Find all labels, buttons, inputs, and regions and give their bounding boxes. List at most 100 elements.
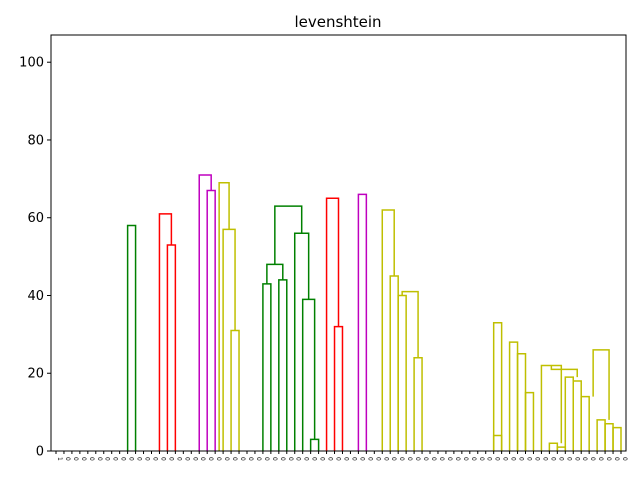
dendrogram-link [357,193,368,451]
dendrogram-link [592,349,610,420]
leaf-label: 0 [287,457,294,461]
dendrogram-link [572,380,582,451]
leaf-label: 0 [183,457,190,461]
leaf-label: 0 [207,457,214,461]
leaf-label: 0 [406,457,413,461]
leaf-label: 0 [255,457,262,461]
dendrogram-link [508,341,519,451]
dendrogram-link [516,353,527,451]
leaf-label: 0 [374,457,381,461]
leaf-label: 0 [295,457,302,461]
dendrogram-link [301,298,316,451]
dendrogram-link [325,197,340,451]
plot-frame [50,34,627,452]
dendrogram-link [309,438,320,451]
leaf-label: 0 [358,457,365,461]
leaf-label: 0 [541,457,548,461]
leaf-label: 0 [454,457,461,461]
leaf-label: 0 [335,457,342,461]
leaf-label: 0 [175,457,182,461]
leaf-label: 0 [549,457,556,461]
leaf-label: 0 [613,457,620,461]
leaf-label: 0 [589,457,596,461]
dendrogram-link [540,364,563,451]
leaf-label: 0 [573,457,580,461]
dendrogram-link [126,224,137,451]
leaf-label: 0 [311,457,318,461]
leaf-label: 0 [422,457,429,461]
leaf-label: 0 [382,457,389,461]
leaf-label: 0 [621,457,628,461]
leaf-label: 0 [247,457,254,461]
dendrogram-link [158,213,173,451]
leaf-label: 0 [239,457,246,461]
dendrogram-link [222,228,236,451]
leaf-label: 0 [159,457,166,461]
dendrogram-link [401,290,419,358]
y-tick-label: 20 [27,367,44,382]
dendrogram-link [564,376,575,451]
chart-title: levenshtein [294,13,381,31]
leaf-label: 0 [151,457,158,461]
dendrogram-link [381,209,395,451]
dendrogram-link [333,325,344,451]
dendrogram-link [413,356,423,451]
y-tick-label: 80 [27,133,44,148]
leaf-label: 0 [223,457,230,461]
leaf-label: 1 [56,457,63,461]
leaf-label: 0 [494,457,501,461]
dendrogram-link [230,329,240,451]
dendrogram-link [293,232,310,451]
y-tick-label: 0 [36,445,44,460]
leaf-label: 0 [605,457,612,461]
leaf-label: 0 [366,457,373,461]
dendrogram-links [126,174,622,451]
y-axis: 0 20 40 60 80 100 [19,56,51,460]
leaf-label: 0 [144,457,151,461]
leaf-label: 0 [136,457,143,461]
leaf-label: 0 [565,457,572,461]
dendrogram-link [198,174,212,451]
leaf-label: 0 [581,457,588,461]
dendrogram-link [548,442,559,451]
dendrogram-link [580,395,590,451]
dendrogram-link [596,419,606,451]
leaf-label: 0 [518,457,525,461]
leaf-label: 0 [303,457,310,461]
leaf-label: 0 [438,457,445,461]
leaf-label: 0 [128,457,135,461]
leaf-label: 0 [390,457,397,461]
leaf-label: 0 [470,457,477,461]
dendrogram-link [612,426,622,451]
y-tick-label: 100 [19,56,44,71]
leaf-label: 0 [271,457,278,461]
dendrogram-link [266,263,284,284]
dendrogram-link [550,365,578,378]
leaf-label: 0 [342,457,349,461]
leaf-label: 0 [199,457,206,461]
dendrogram-link [524,391,535,451]
leaf-label: 0 [96,457,103,461]
leaf-label: 0 [557,457,564,461]
leaf-label: 0 [64,457,71,461]
leaf-label: 0 [502,457,509,461]
y-tick-label: 60 [27,211,44,226]
leaf-label: 0 [350,457,357,461]
dendrogram-link [206,189,216,451]
leaf-label: 0 [263,457,270,461]
leaf-label: 0 [215,457,222,461]
dendrogram-link [274,205,303,265]
leaf-label: 0 [526,457,533,461]
leaf-label: 0 [486,457,493,461]
leaf-label: 0 [597,457,604,461]
leaf-label: 0 [414,457,421,461]
leaf-label: 0 [80,457,87,461]
dendrogram-link [556,446,567,451]
dendrogram-link [397,294,407,451]
leaf-label: 0 [104,457,111,461]
leaf-label: 0 [319,457,326,461]
dendrogram-link [492,434,503,451]
leaf-label: 0 [327,457,334,461]
